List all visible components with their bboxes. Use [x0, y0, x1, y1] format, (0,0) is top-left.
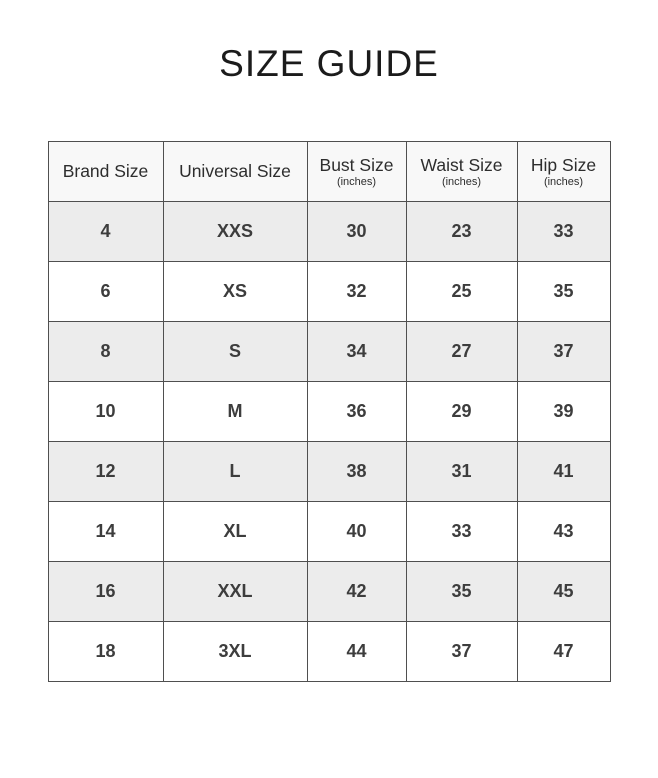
table-cell: XL: [162, 500, 308, 562]
size-guide-page: { "page": { "title": "SIZE GUIDE" }, "ta…: [0, 43, 658, 778]
table-cell: 6: [47, 260, 164, 322]
table-cell: 34: [306, 320, 407, 382]
table-row: 10 M 36 29 39: [47, 380, 611, 442]
table-cell: 8: [47, 320, 164, 382]
table-cell: 37: [516, 320, 611, 382]
table-cell: 30: [306, 200, 407, 262]
table-cell: 47: [516, 620, 611, 682]
column-header-unit: (inches): [336, 175, 377, 188]
table-cell: 31: [405, 440, 518, 502]
table-cell: 12: [47, 440, 164, 502]
page-title: SIZE GUIDE: [219, 43, 439, 84]
table-cell: 14: [47, 500, 164, 562]
size-guide-table: Brand Size Universal Size Bust Size (inches…: [47, 140, 611, 682]
table-cell: 38: [306, 440, 407, 502]
column-header-label: Brand Size: [62, 161, 149, 182]
table-cell: 36: [306, 380, 407, 442]
table-cell: 35: [405, 560, 518, 622]
table-row: 14 XL 40 33 43: [47, 500, 611, 562]
table-cell: S: [162, 320, 308, 382]
column-header-label: Universal Size: [179, 161, 291, 182]
table-row: 6 XS 32 25 35: [47, 260, 611, 322]
table-row: 4 XXS 30 23 33: [47, 200, 611, 262]
table-row: 18 3XL 44 37 47: [47, 620, 611, 682]
table-cell: L: [162, 440, 308, 502]
column-header: Bust Size (inches): [306, 140, 407, 202]
table-cell: XXS: [162, 200, 308, 262]
column-header: Waist Size (inches): [405, 140, 518, 202]
column-header-label: Waist Size: [420, 154, 503, 175]
column-header-unit: (inches): [441, 175, 482, 188]
column-header-unit: (inches): [543, 175, 584, 188]
table-cell: 41: [516, 440, 611, 502]
column-header-label: Hip Size: [530, 154, 597, 175]
table-cell: 25: [405, 260, 518, 322]
column-header: Brand Size: [47, 140, 164, 202]
table-cell: XS: [162, 260, 308, 322]
table-cell: 4: [47, 200, 164, 262]
table-cell: XXL: [162, 560, 308, 622]
table-cell: 18: [47, 620, 164, 682]
table-cell: 16: [47, 560, 164, 622]
table-header: Brand Size Universal Size Bust Size (inches…: [47, 140, 611, 202]
table-cell: 40: [306, 500, 407, 562]
table-row: 12 L 38 31 41: [47, 440, 611, 502]
header-row: Brand Size Universal Size Bust Size (inches…: [47, 140, 611, 202]
column-header: Universal Size: [162, 140, 308, 202]
table-cell: M: [162, 380, 308, 442]
table-body: 4 XXS 30 23 33 6 XS 32 25 35 8 S 34 27 37 10 M 36 29 39 12 L 3…: [47, 200, 611, 682]
table-cell: 32: [306, 260, 407, 322]
table-cell: 39: [516, 380, 611, 442]
table-cell: 35: [516, 260, 611, 322]
table-cell: 33: [405, 500, 518, 562]
table-cell: 45: [516, 560, 611, 622]
table-cell: 10: [47, 380, 164, 442]
table-cell: 29: [405, 380, 518, 442]
table-cell: 44: [306, 620, 407, 682]
table-cell: 3XL: [162, 620, 308, 682]
table-cell: 33: [516, 200, 611, 262]
column-header: Hip Size (inches): [516, 140, 611, 202]
table-cell: 43: [516, 500, 611, 562]
table-cell: 37: [405, 620, 518, 682]
table-row: 16 XXL 42 35 45: [47, 560, 611, 622]
table-cell: 27: [405, 320, 518, 382]
table-row: 8 S 34 27 37: [47, 320, 611, 382]
table-cell: 23: [405, 200, 518, 262]
column-header-label: Bust Size: [319, 154, 394, 175]
table-cell: 42: [306, 560, 407, 622]
